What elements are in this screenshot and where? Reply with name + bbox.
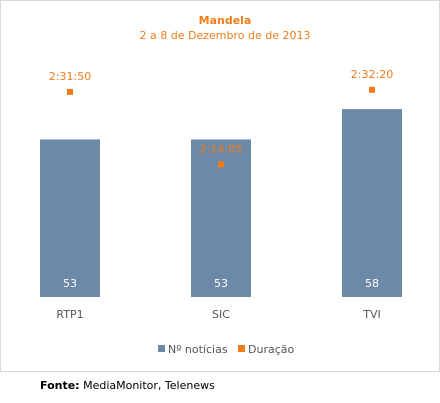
source-text: MediaMonitor, Telenews [83,379,215,392]
bar-tvi [342,109,402,297]
chart-legend: Nº notícias Duração [158,343,294,356]
legend-swatch-noticias [158,345,165,352]
x-tick-label: SIC [212,308,230,321]
duration-marker-sic [218,161,224,168]
duration-marker-tvi [369,86,375,93]
duration-label: 2:14:05 [200,142,242,155]
x-tick-label: RTP1 [56,308,83,321]
bar-value-label: 53 [214,277,228,290]
duration-label: 2:31:50 [49,70,91,83]
legend-swatch-duracao [238,345,245,352]
source-note: Fonte: MediaMonitor, Telenews [40,379,215,392]
x-tick-label: TVI [362,308,381,321]
chart-title: Mandela [199,14,252,27]
legend-label-duracao: Duração [248,343,294,356]
duration-marker-rtp1 [67,88,73,95]
legend-label-noticias: Nº notícias [168,343,228,356]
chart-subtitle: 2 a 8 de Dezembro de de 2013 [140,29,311,42]
bar-rtp1 [40,139,100,297]
duration-label: 2:32:20 [351,68,393,81]
bar-value-label: 58 [365,277,379,290]
bar-marker-chart: Mandela 2 a 8 de Dezembro de de 2013 53 R… [40,14,402,356]
source-label: Fonte: [40,379,80,392]
bar-value-label: 53 [63,277,77,290]
